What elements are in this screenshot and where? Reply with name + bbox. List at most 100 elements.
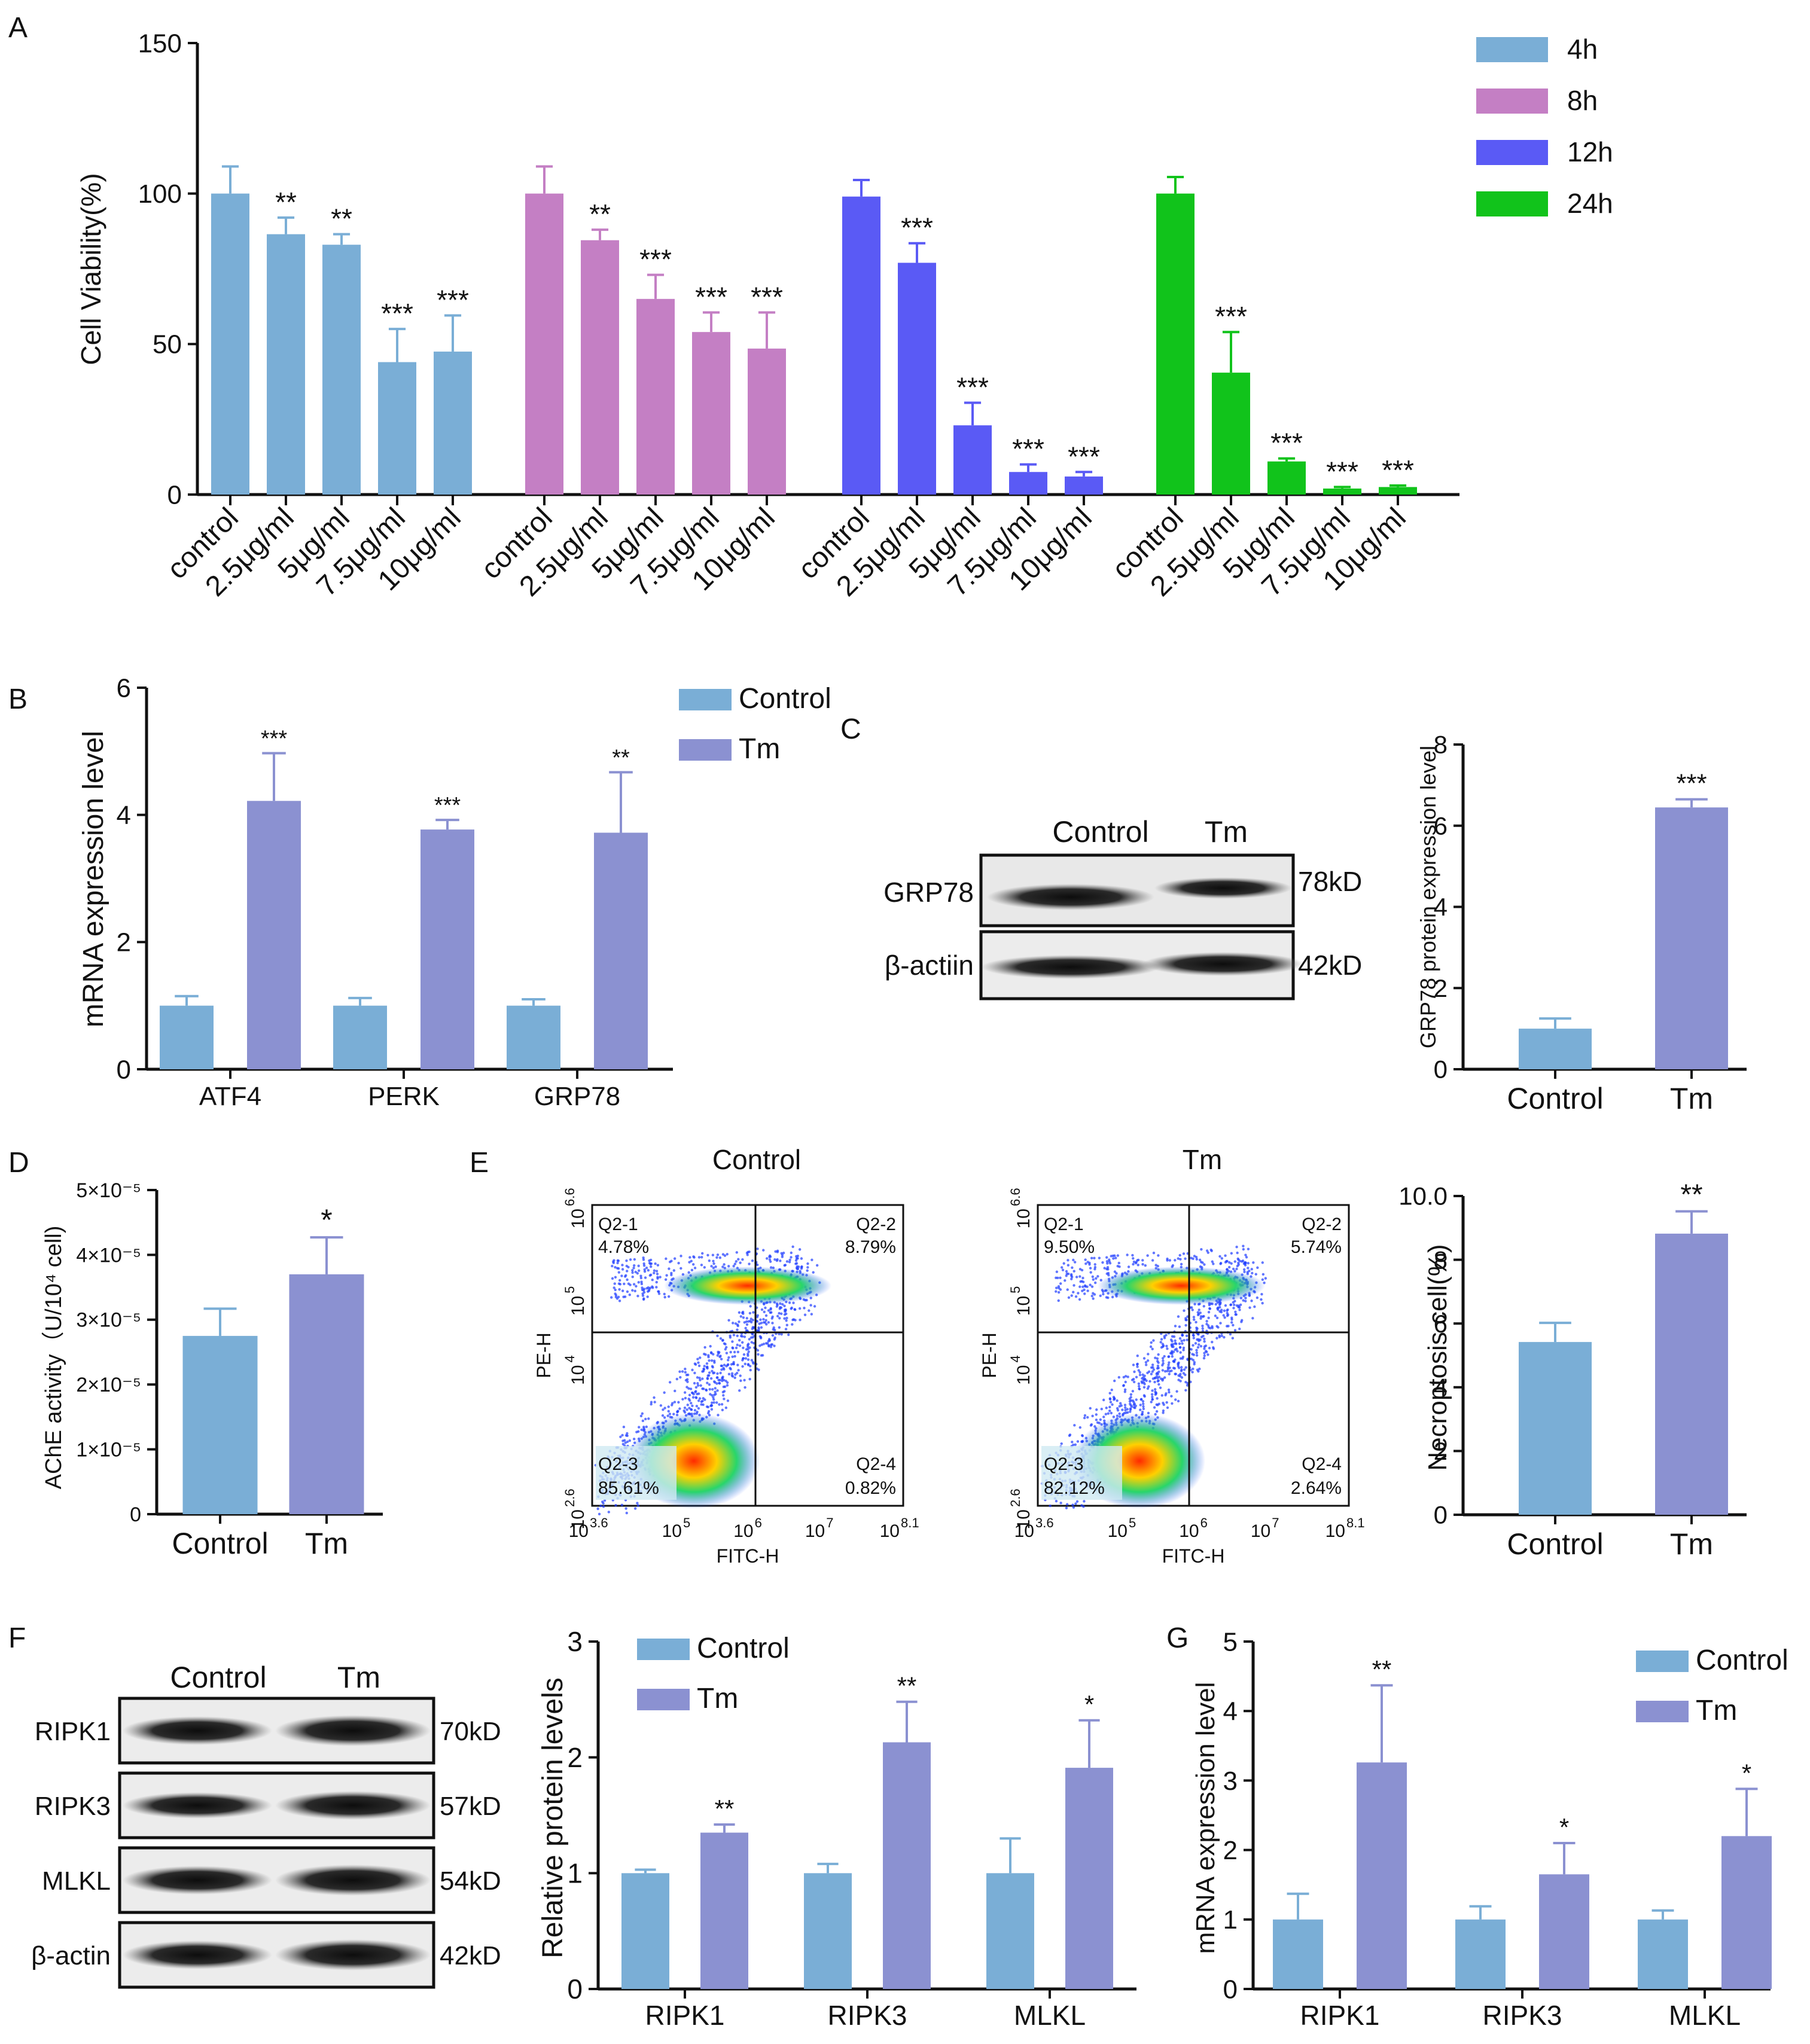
e-y-axis-label: Necroptosis cell(%) [1423,1244,1452,1471]
flow-event [1167,1355,1170,1359]
flow-event [663,1295,666,1299]
flow-event [717,1350,720,1354]
flow-event [690,1259,693,1263]
flow-event [654,1262,657,1265]
flow-event [673,1401,677,1404]
c-x-tick-label: Tm [1670,1082,1713,1115]
flow-event [725,1352,729,1354]
flow-event [700,1256,703,1259]
flow-event [1167,1363,1170,1366]
flow-event [783,1304,786,1307]
flow-event [806,1269,809,1272]
flow-x-tick-exp: 3.6 [1035,1515,1054,1530]
flow-event [1074,1502,1077,1505]
c-y-tick-label: 6 [1434,812,1448,840]
flow-event [723,1385,727,1389]
flow-event [1173,1366,1177,1370]
flow-event [682,1409,685,1413]
flow-event [708,1388,711,1391]
flow-event [783,1313,787,1316]
a-bar-24h-3 [1323,488,1361,495]
e-y-tick-label: 8 [1434,1246,1448,1274]
d-y-axis-label: AChE activity（U/10⁴ cell) [41,1226,66,1490]
flow-event [1126,1375,1129,1378]
flow-event [1219,1322,1222,1325]
flow-event [1198,1258,1202,1262]
flow-event [1142,1394,1146,1397]
flow-event [1113,1398,1116,1401]
flow-event [1164,1393,1167,1397]
flow-event [623,1295,627,1298]
flow-event [642,1262,645,1265]
b-bar-control-0 [160,1005,214,1069]
flow-event [1168,1390,1171,1394]
flow-event [1120,1404,1123,1407]
flow-event [708,1374,711,1377]
flow-event [760,1322,763,1325]
flow-event [712,1262,715,1265]
flow-event [1061,1268,1065,1271]
b-bar-tm-1 [420,829,474,1069]
flow-event [657,1290,660,1293]
a-bar-24h-2 [1267,461,1306,495]
flow-event [1093,1281,1097,1285]
flow-event [709,1345,712,1348]
flow-event [1107,1412,1110,1415]
flow-y-tick-base: 10 [1014,1365,1034,1385]
a-sig: *** [1270,428,1303,459]
flow-event [631,1276,634,1279]
d-y-tick-label: 3×10⁻⁵ [76,1309,141,1332]
a-bar-24h-1 [1212,373,1250,495]
flow-event [690,1391,694,1395]
flow-event [1174,1398,1177,1401]
flow-event [733,1376,736,1380]
flow-event [698,1397,702,1400]
panel-label-f: F [8,1622,26,1654]
flow-event [748,1250,751,1253]
flow-event [748,1377,751,1381]
flow-event [664,1278,668,1281]
panel-label-a: A [8,12,28,44]
flow-event [1203,1354,1206,1357]
flow-event [1092,1297,1095,1300]
flow-event [1142,1357,1146,1360]
flow-event [1218,1303,1221,1306]
flow-event [778,1332,781,1335]
flow-q4-name: Q2-4 [856,1454,896,1474]
flow-event [1055,1500,1058,1503]
d-x-tick-label: Control [172,1527,268,1560]
b-y-tick-label: 4 [117,801,131,830]
flow-event [1186,1338,1189,1341]
flow-x-tick-exp: 7 [1272,1515,1279,1530]
flow-event [617,1259,620,1262]
flow-event [650,1401,653,1404]
flow-event [1195,1351,1198,1354]
flow-event [1223,1309,1226,1313]
flow-event [764,1319,767,1322]
flow-event [1239,1303,1242,1307]
flow-event [697,1407,700,1410]
flow-x-tick-exp: 7 [826,1515,833,1530]
flow-event [714,1387,717,1390]
flow-event [1165,1401,1168,1404]
flow-event [683,1407,687,1410]
flow-event [768,1255,771,1259]
a-bar-12h-2 [953,425,992,495]
flow-event [1127,1265,1131,1268]
b-x-tick-label: PERK [368,1082,440,1111]
flow-event [1132,1260,1136,1264]
flow-event [1141,1400,1145,1403]
f-bar-control-1 [804,1873,852,1989]
flow-event [635,1285,638,1288]
flow-event [624,1507,627,1510]
flow-event [1070,1294,1073,1297]
flow-event [1230,1318,1233,1321]
flow-event [723,1263,726,1266]
a-bar-8h-1 [581,240,619,495]
b-x-tick-label: GRP78 [534,1082,620,1111]
flow-event [613,1282,616,1285]
c-y-tick-label: 8 [1434,731,1448,759]
g-bar-tm-2 [1721,1836,1772,1989]
flow-event [679,1375,682,1379]
